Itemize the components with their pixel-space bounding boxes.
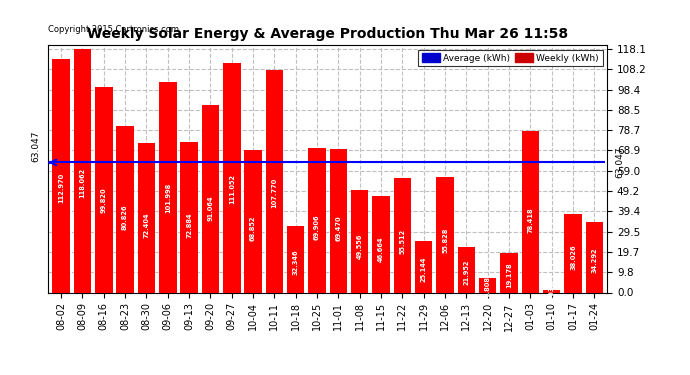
Text: 80.826: 80.826: [122, 205, 128, 230]
Bar: [543, 290, 560, 292]
Text: 118.062: 118.062: [79, 168, 86, 198]
Bar: [159, 82, 177, 292]
Text: 111.052: 111.052: [229, 174, 235, 204]
Text: 46.664: 46.664: [378, 236, 384, 262]
Text: Copyright 2015 Cartronics.com: Copyright 2015 Cartronics.com: [48, 25, 179, 34]
Text: 32.346: 32.346: [293, 250, 299, 275]
Bar: [436, 177, 454, 292]
Bar: [586, 222, 603, 292]
Text: 68.852: 68.852: [250, 216, 256, 242]
Bar: [457, 247, 475, 292]
Text: 1.030: 1.030: [549, 281, 555, 302]
Bar: [180, 142, 198, 292]
Bar: [287, 226, 304, 292]
Text: 55.512: 55.512: [400, 228, 406, 254]
Text: 25.144: 25.144: [421, 256, 426, 282]
Text: 101.998: 101.998: [165, 183, 170, 213]
Bar: [522, 131, 539, 292]
Text: 72.884: 72.884: [186, 212, 192, 238]
Bar: [201, 105, 219, 292]
Text: 107.770: 107.770: [271, 177, 277, 208]
Text: 21.952: 21.952: [464, 260, 469, 285]
Bar: [244, 150, 262, 292]
Title: Weekly Solar Energy & Average Production Thu Mar 26 11:58: Weekly Solar Energy & Average Production…: [87, 27, 569, 41]
Text: 91.064: 91.064: [208, 195, 213, 221]
Bar: [330, 149, 347, 292]
Bar: [74, 49, 91, 292]
Bar: [373, 196, 390, 292]
Text: 55.828: 55.828: [442, 228, 448, 254]
Bar: [479, 279, 497, 292]
Bar: [52, 60, 70, 292]
Bar: [266, 70, 283, 292]
Text: 19.178: 19.178: [506, 262, 512, 288]
Text: 72.404: 72.404: [144, 213, 150, 238]
Bar: [95, 87, 112, 292]
Bar: [223, 63, 241, 292]
Text: 63.047: 63.047: [615, 147, 624, 178]
Text: 49.556: 49.556: [357, 234, 363, 259]
Text: 99.820: 99.820: [101, 187, 107, 213]
Bar: [500, 253, 518, 292]
Bar: [394, 178, 411, 292]
Text: 63.047: 63.047: [31, 131, 40, 162]
Text: 69.906: 69.906: [314, 215, 320, 240]
Text: 69.470: 69.470: [335, 215, 342, 241]
Text: 34.292: 34.292: [591, 248, 598, 273]
Bar: [415, 241, 433, 292]
Legend: Average (kWh), Weekly (kWh): Average (kWh), Weekly (kWh): [418, 50, 602, 66]
Bar: [351, 190, 368, 292]
Text: 38.026: 38.026: [570, 244, 576, 270]
Bar: [308, 148, 326, 292]
Bar: [138, 143, 155, 292]
Bar: [564, 214, 582, 292]
Text: 78.418: 78.418: [527, 207, 533, 232]
Text: 6.808: 6.808: [485, 276, 491, 297]
Bar: [117, 126, 134, 292]
Text: 112.970: 112.970: [58, 172, 64, 203]
